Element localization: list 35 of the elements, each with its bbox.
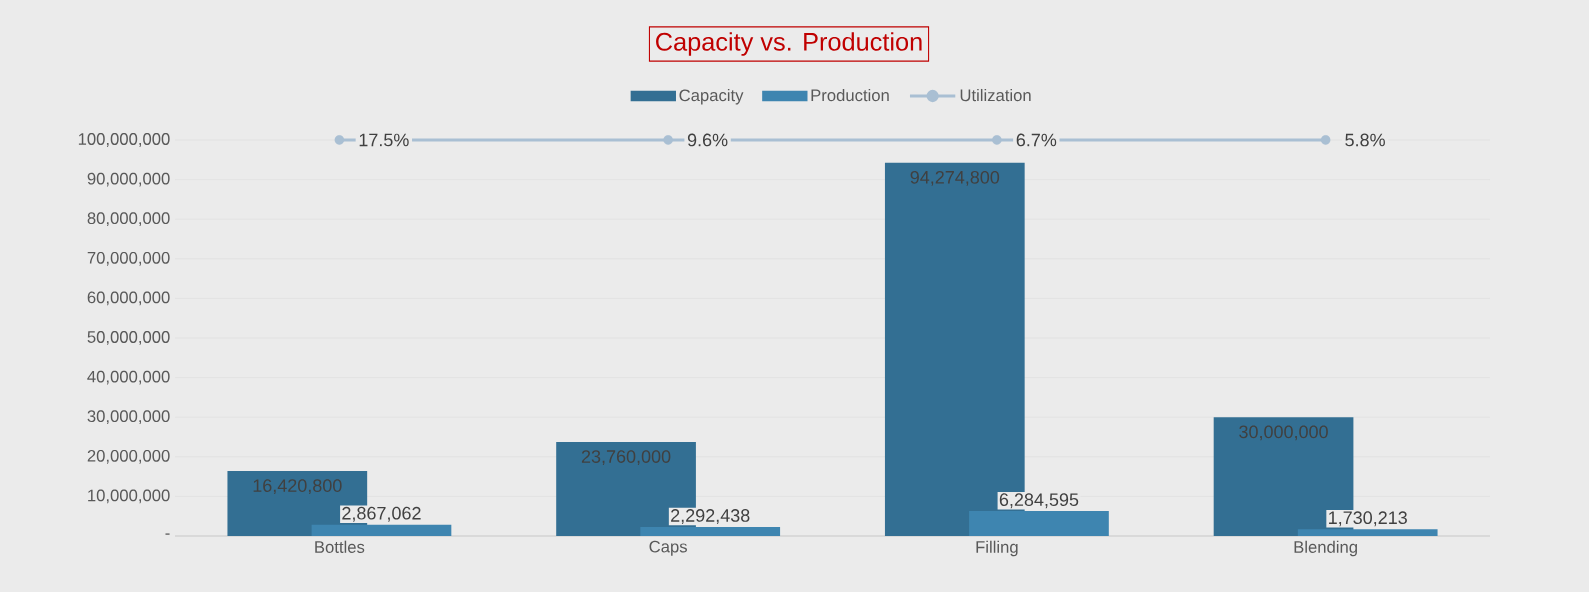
y-tick-label: 80,000,000	[87, 212, 170, 227]
data-label: 6,284,595	[999, 493, 1079, 509]
data-label: 1,730,213	[1329, 511, 1407, 527]
y-tick-label: 100,000,000	[78, 133, 170, 147]
annotation: 5.8%	[1345, 133, 1385, 147]
annotation: 17.5%	[359, 133, 409, 147]
legend-label: Utilization	[960, 88, 1031, 102]
chart-title: Capacity vs. Production	[656, 32, 922, 56]
y-tick-label: 70,000,000	[87, 251, 170, 266]
y-tick-label: 60,000,000	[87, 291, 170, 306]
x-tick-label: Blending	[1294, 540, 1357, 557]
y-tick-label: -	[165, 533, 170, 535]
x-tick-label: Filling	[976, 540, 1018, 557]
data-label: 30,000,000	[1239, 425, 1328, 441]
x-tick-label: Bottles	[315, 540, 365, 553]
y-tick-label: 30,000,000	[87, 410, 170, 425]
y-tick-label: 50,000,000	[87, 331, 170, 345]
bar	[640, 526, 781, 536]
bar	[969, 511, 1109, 536]
legend-label: Capacity	[679, 88, 744, 105]
bar	[311, 524, 452, 536]
data-label: 2,867,062	[342, 506, 421, 522]
y-tick-label: 10,000,000	[88, 489, 170, 504]
y-tick-label: 20,000,000	[87, 449, 170, 464]
bar	[1297, 529, 1438, 536]
legend-label: Production	[811, 88, 889, 102]
annotation: 9.6%	[687, 133, 728, 147]
data-label: 94,274,800	[910, 170, 1000, 186]
x-tick-label: Caps	[649, 540, 687, 556]
y-tick-label: 90,000,000	[87, 172, 170, 187]
data-label: 16,420,800	[253, 479, 342, 495]
data-label: 23,760,000	[581, 450, 671, 466]
y-tick-label: 40,000,000	[87, 370, 170, 385]
annotation: 6.7%	[1016, 133, 1057, 147]
data-label: 2,292,438	[671, 509, 750, 524]
